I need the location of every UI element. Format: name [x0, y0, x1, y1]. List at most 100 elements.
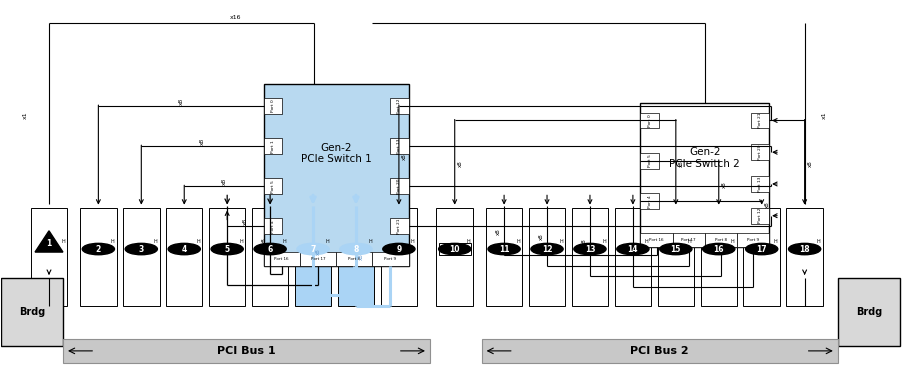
Text: H: H: [410, 239, 414, 244]
FancyBboxPatch shape: [640, 103, 769, 247]
Text: H: H: [61, 239, 65, 244]
Text: x8: x8: [538, 233, 544, 240]
FancyBboxPatch shape: [252, 208, 288, 306]
Text: 18: 18: [798, 245, 809, 253]
Text: 14: 14: [627, 245, 638, 253]
Text: Port 13: Port 13: [758, 176, 761, 192]
Circle shape: [82, 243, 115, 255]
Polygon shape: [35, 231, 63, 252]
FancyBboxPatch shape: [571, 208, 608, 306]
Text: H: H: [644, 239, 648, 244]
FancyBboxPatch shape: [750, 176, 769, 192]
Text: Port 8: Port 8: [714, 238, 726, 242]
Text: 3: 3: [139, 245, 143, 253]
FancyBboxPatch shape: [614, 208, 650, 306]
FancyBboxPatch shape: [263, 98, 281, 114]
FancyBboxPatch shape: [390, 98, 408, 114]
Text: H: H: [516, 239, 520, 244]
Text: 17: 17: [756, 245, 766, 253]
Text: H: H: [110, 239, 114, 244]
Text: x8: x8: [624, 244, 630, 251]
Text: 10: 10: [449, 245, 459, 253]
FancyBboxPatch shape: [736, 233, 769, 247]
Circle shape: [745, 243, 777, 255]
Text: x8: x8: [221, 178, 226, 185]
Text: Port 5: Port 5: [271, 180, 274, 193]
Text: x8: x8: [199, 138, 205, 145]
FancyBboxPatch shape: [372, 252, 408, 266]
Text: H: H: [196, 239, 200, 244]
Text: PCI Bus 1: PCI Bus 1: [217, 346, 275, 356]
FancyBboxPatch shape: [263, 138, 281, 154]
Text: H: H: [815, 239, 820, 244]
Circle shape: [530, 243, 563, 255]
Text: Gen-2
PCIe Switch 2: Gen-2 PCIe Switch 2: [668, 147, 740, 169]
FancyBboxPatch shape: [263, 84, 408, 266]
Text: Port 1: Port 1: [271, 140, 274, 152]
FancyBboxPatch shape: [704, 233, 736, 247]
Text: 6: 6: [267, 245, 272, 253]
Text: Port 20: Port 20: [758, 144, 761, 160]
Text: Port 9: Port 9: [746, 238, 759, 242]
FancyBboxPatch shape: [1, 278, 63, 346]
Text: x8: x8: [806, 161, 812, 167]
Text: x8: x8: [582, 239, 586, 245]
FancyBboxPatch shape: [80, 208, 116, 306]
Text: x8: x8: [457, 161, 462, 167]
FancyBboxPatch shape: [31, 208, 67, 306]
Circle shape: [787, 243, 820, 255]
Text: Port 20: Port 20: [397, 178, 401, 194]
Text: 5: 5: [225, 245, 229, 253]
FancyBboxPatch shape: [750, 208, 769, 224]
FancyBboxPatch shape: [337, 208, 373, 306]
Text: Port 21: Port 21: [397, 219, 401, 234]
Text: H: H: [466, 239, 470, 244]
Circle shape: [382, 243, 415, 255]
FancyBboxPatch shape: [742, 208, 779, 306]
Text: H: H: [730, 239, 734, 244]
FancyBboxPatch shape: [336, 252, 372, 266]
Circle shape: [125, 243, 157, 255]
Text: 2: 2: [96, 245, 101, 253]
Circle shape: [168, 243, 200, 255]
Text: x8: x8: [262, 237, 267, 244]
Text: Port 12: Port 12: [397, 98, 401, 114]
Circle shape: [702, 243, 734, 255]
FancyBboxPatch shape: [299, 252, 336, 266]
Text: H: H: [687, 239, 691, 244]
Text: Brdg: Brdg: [855, 307, 881, 317]
FancyBboxPatch shape: [263, 178, 281, 194]
Text: x8: x8: [316, 248, 320, 255]
Text: H: H: [239, 239, 243, 244]
Text: x8: x8: [764, 201, 769, 208]
FancyBboxPatch shape: [837, 278, 899, 346]
Text: Port 8: Port 8: [348, 257, 360, 261]
Text: x8: x8: [358, 253, 364, 260]
Text: x1: x1: [821, 112, 825, 119]
Text: PCI Bus 2: PCI Bus 2: [630, 346, 688, 356]
Text: Port 16: Port 16: [274, 257, 289, 261]
Circle shape: [574, 243, 605, 255]
Text: Port 5: Port 5: [647, 154, 651, 167]
FancyBboxPatch shape: [438, 243, 470, 255]
FancyBboxPatch shape: [263, 218, 281, 234]
Text: x1: x1: [23, 112, 28, 119]
Text: Brdg: Brdg: [19, 307, 45, 317]
Text: x8: x8: [721, 181, 726, 187]
FancyBboxPatch shape: [640, 112, 658, 128]
Text: 11: 11: [498, 245, 509, 253]
Circle shape: [487, 243, 520, 255]
Text: H: H: [558, 239, 562, 244]
Text: Port 0: Port 0: [271, 100, 274, 112]
Circle shape: [297, 243, 328, 255]
Text: Port 12: Port 12: [758, 208, 761, 223]
Circle shape: [339, 243, 372, 255]
Text: Port 0: Port 0: [647, 114, 651, 127]
Text: 15: 15: [670, 245, 680, 253]
Text: Port 16: Port 16: [649, 238, 663, 242]
FancyBboxPatch shape: [436, 208, 473, 306]
Circle shape: [253, 243, 286, 255]
Circle shape: [659, 243, 691, 255]
FancyBboxPatch shape: [263, 252, 299, 266]
FancyBboxPatch shape: [481, 339, 837, 363]
